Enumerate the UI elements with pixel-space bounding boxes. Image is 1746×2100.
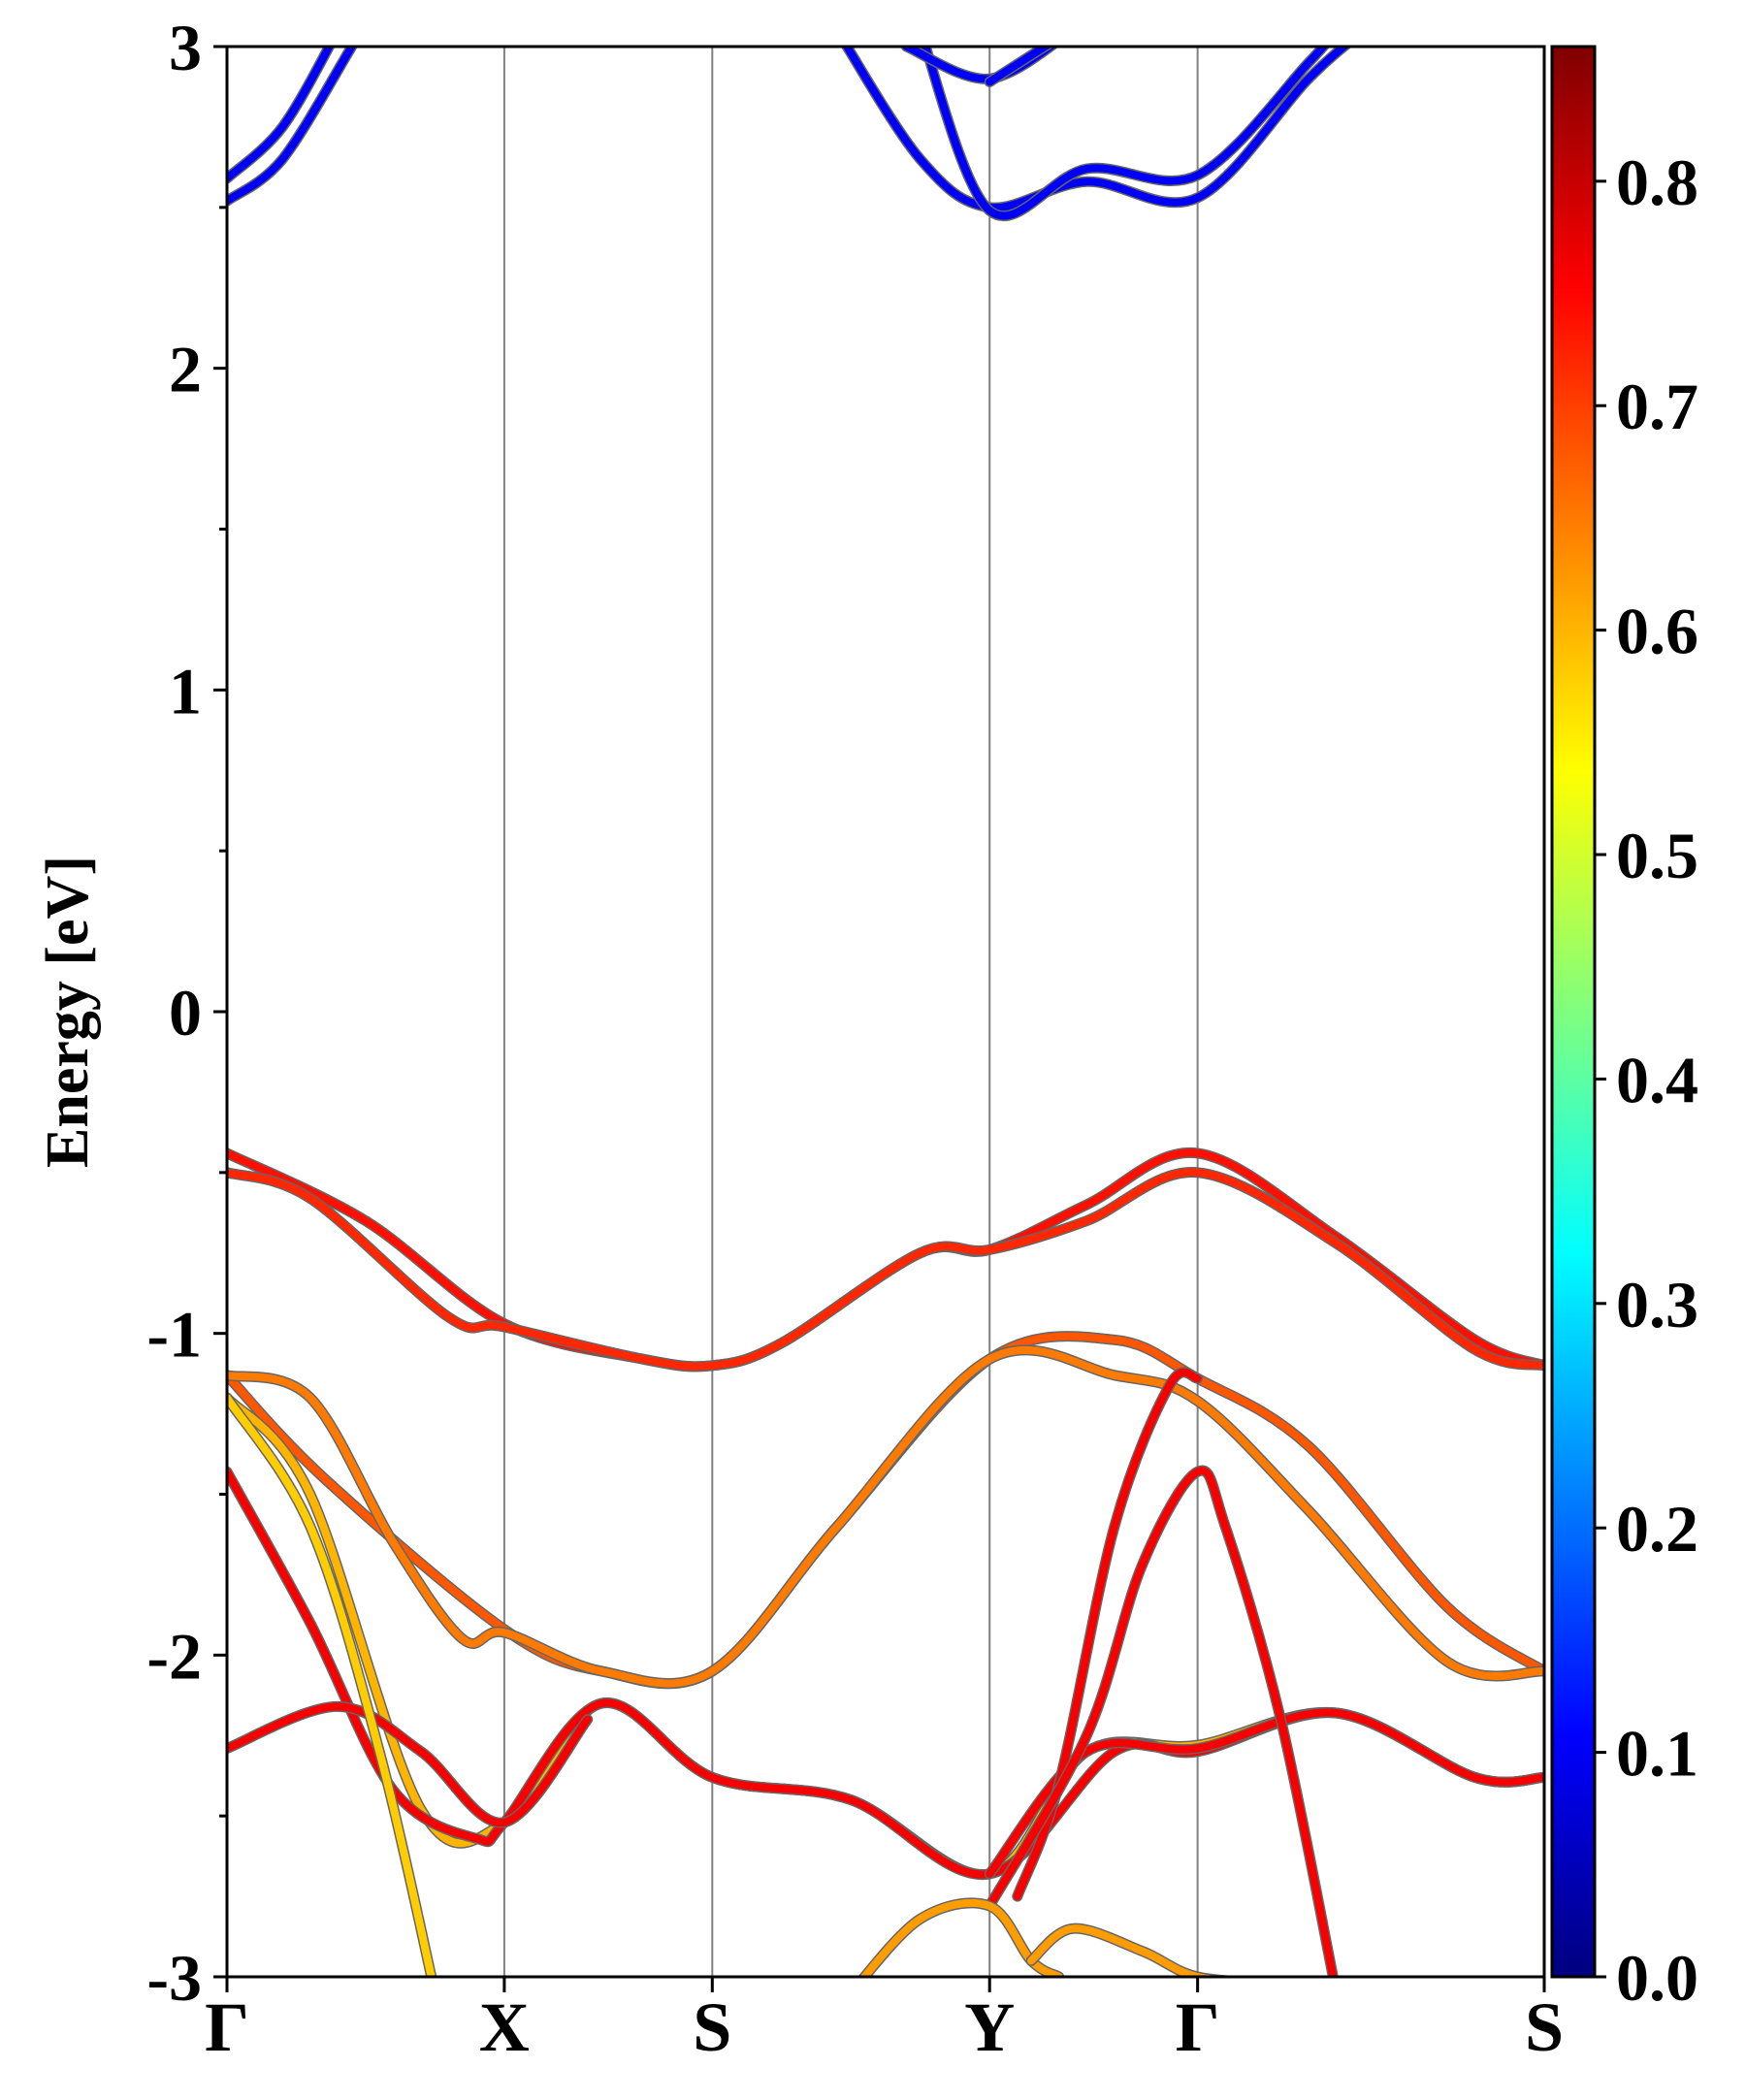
- colorbar-tick-label: 0.2: [1616, 1492, 1698, 1566]
- band-line-outline: [227, 1331, 1544, 1690]
- band-line: [227, 1168, 1544, 1371]
- band-line: [227, 1702, 592, 1826]
- band-line: [842, 47, 1350, 212]
- k-point-label: Γ: [205, 1988, 249, 2066]
- band-line: [227, 1345, 1544, 1688]
- band-lines: [227, 47, 1544, 1977]
- band-line-outline: [227, 1147, 1544, 1373]
- k-point-label: Y: [964, 1988, 1015, 2066]
- colorbar-tick-label: 0.8: [1616, 145, 1698, 219]
- y-tick-label: 3: [169, 11, 202, 84]
- k-point-label: Γ: [1176, 1988, 1220, 2066]
- colorbar-tick-label: 0.4: [1616, 1043, 1698, 1116]
- y-tick-label: 0: [169, 976, 202, 1050]
- y-tick-label: -2: [146, 1619, 202, 1693]
- band-line-outline: [227, 1344, 1544, 1689]
- plot-frame: [225, 45, 1546, 1979]
- band-line: [922, 47, 1329, 220]
- y-tick-label: 1: [169, 654, 202, 727]
- y-tick-label: -1: [146, 1298, 202, 1372]
- band-line: [1027, 1924, 1228, 1977]
- band-line: [227, 1332, 1544, 1688]
- colorbar-axis: 0.0 0.1 0.2 0.3 0.4 0.5 0.6 0.7 0.8: [1595, 145, 1698, 2015]
- k-point-label: S: [1525, 1988, 1564, 2066]
- band-line: [227, 1394, 436, 1977]
- colorbar-tick-label: 0.5: [1616, 819, 1698, 892]
- band-line: [227, 47, 356, 206]
- y-tick-label: -3: [146, 1941, 202, 2015]
- colorbar-tick-label: 0.6: [1616, 595, 1698, 668]
- band-line-outline: [857, 1897, 1065, 1977]
- y-axis-label: Energy [eV]: [35, 856, 101, 1168]
- y-axis: 3 2 1 0 -1 -2 -3: [146, 11, 227, 2015]
- band-line: [1013, 1368, 1202, 1901]
- band-line: [986, 47, 1053, 86]
- colorbar-tick-label: 0.3: [1616, 1268, 1698, 1341]
- band-line: [859, 1898, 1063, 1977]
- k-point-label: S: [693, 1988, 731, 2066]
- colorbar-tick-label: 0.1: [1616, 1717, 1698, 1791]
- band-line: [986, 1467, 1338, 1977]
- colorbar: [1550, 45, 1597, 1979]
- k-point-divider-lines: [502, 47, 1199, 1977]
- y-tick-label: 2: [169, 333, 202, 406]
- k-point-label: X: [479, 1988, 530, 2066]
- band-line: [227, 47, 334, 182]
- colorbar-tick-label: 0.0: [1616, 1941, 1698, 2015]
- colorbar-tick-label: 0.7: [1616, 370, 1698, 443]
